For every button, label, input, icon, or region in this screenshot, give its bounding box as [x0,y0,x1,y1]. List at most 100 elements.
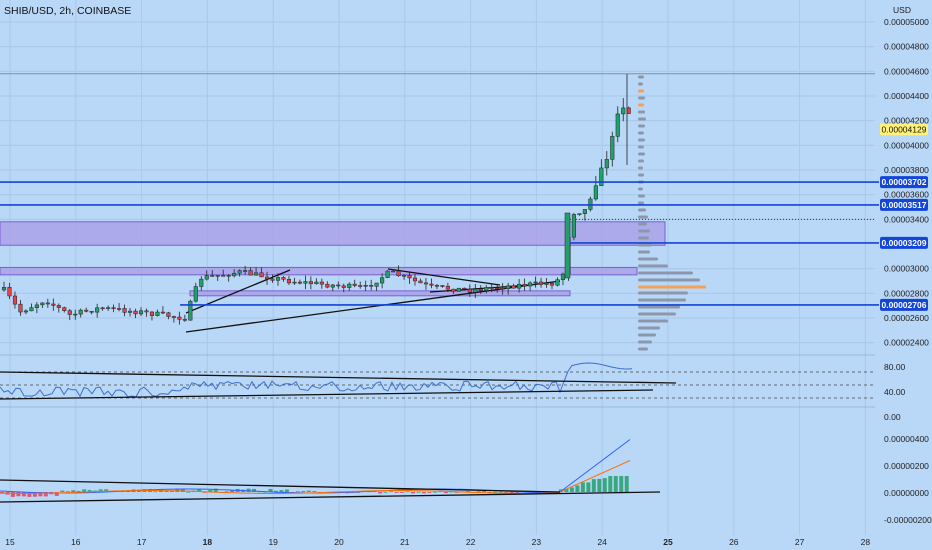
candle [308,281,313,285]
candle [615,113,620,137]
hist-bar [591,479,596,492]
profile-bar [638,124,645,128]
candle [341,285,346,288]
candle [259,272,264,278]
price-tick-label: 0.00002600 [884,313,929,323]
profile-bar [638,138,645,142]
candle [45,302,50,305]
candle [182,319,187,321]
hist-bar [180,488,185,492]
zone-0 [0,221,666,246]
candle [62,307,67,311]
hist-bar [284,489,289,492]
price-tick-label: 0.00004800 [884,42,929,52]
horizontal-levels: 0.00003702 0.00003517 0.00003209 0.00002706… [0,123,928,311]
level-tag-2 [880,236,928,249]
hist-bar [378,492,383,494]
hist-tick-label: 0.00000000 [884,488,929,498]
profile-bar [638,194,645,198]
hist-bar [312,491,317,492]
profile-bar [638,166,643,170]
candle [571,214,576,238]
profile-bar [638,264,668,268]
hist-bar [202,492,207,493]
price-tick-label: 0.00003800 [884,165,929,175]
price-tick-label: 0.00004600 [884,66,929,76]
profile-bar [638,152,645,156]
hist-bar [394,492,399,493]
candle [440,285,445,287]
volume-profile [638,75,706,351]
candle [160,311,165,314]
candle [374,282,379,287]
candle [155,311,160,316]
candle [84,309,89,312]
candle [133,310,138,315]
time-label-21: 21 [400,537,410,547]
profile-bar [638,229,650,233]
price-tick-label: 0.00004000 [884,140,929,150]
hist-bar [487,492,492,493]
candle [78,309,83,315]
candle [122,308,127,313]
candle [73,313,78,316]
candlesticks [1,74,631,325]
profile-bar [638,96,645,100]
hist-bar [427,492,432,493]
price-axis-unit: USD [893,5,911,15]
candle [297,281,302,284]
candle [215,275,220,277]
hist-tick-label: 0.00000200 [884,461,929,471]
hist-bar [38,492,43,497]
candle [292,281,297,284]
candle [106,307,111,309]
candle [171,316,176,318]
level-tag-0 [880,176,928,189]
candle [369,285,374,287]
profile-bar [638,82,643,86]
candle [358,285,363,287]
candle [363,285,368,287]
hist-bar [306,490,311,492]
hist-bar [10,492,15,497]
candle [544,282,549,285]
hist-bar [389,491,394,493]
profile-bar [638,250,650,254]
candle [67,310,72,315]
hist-bar [608,476,613,492]
candle [210,275,215,277]
candle [34,304,39,308]
candle [462,287,467,290]
price-tick-label: 0.00004200 [884,116,929,126]
candle [500,287,505,290]
candle [412,277,418,282]
profile-bar [638,201,644,205]
time-label-17: 17 [137,537,147,547]
candle [237,270,242,274]
candle [407,275,412,279]
price-tick-label: 0.00003400 [884,214,929,224]
hist-bar [263,491,268,493]
time-label-24: 24 [597,537,607,547]
candle [599,167,604,186]
hist-trendline [0,491,661,503]
hist-bar [43,492,48,497]
hist-tick-label: 0.00000400 [884,434,929,444]
level-tag-label-1: 0.00003517 [882,200,927,210]
hist-bar [564,489,569,492]
candle [593,185,598,200]
candle [538,281,544,285]
hist-bar [356,492,361,493]
hist-bar [164,490,169,492]
candle [391,270,396,273]
time-axis: 15 16 17 18 19 20 21 22 23 24 25 26 27 28 [5,537,870,547]
hist-bar [432,491,437,493]
time-label-15: 15 [5,537,15,547]
candle [264,276,270,280]
hist-bar [295,491,300,493]
profile-bar [638,103,644,107]
hist-bar [465,491,470,492]
hist-bar [82,489,87,492]
candle [95,307,100,313]
